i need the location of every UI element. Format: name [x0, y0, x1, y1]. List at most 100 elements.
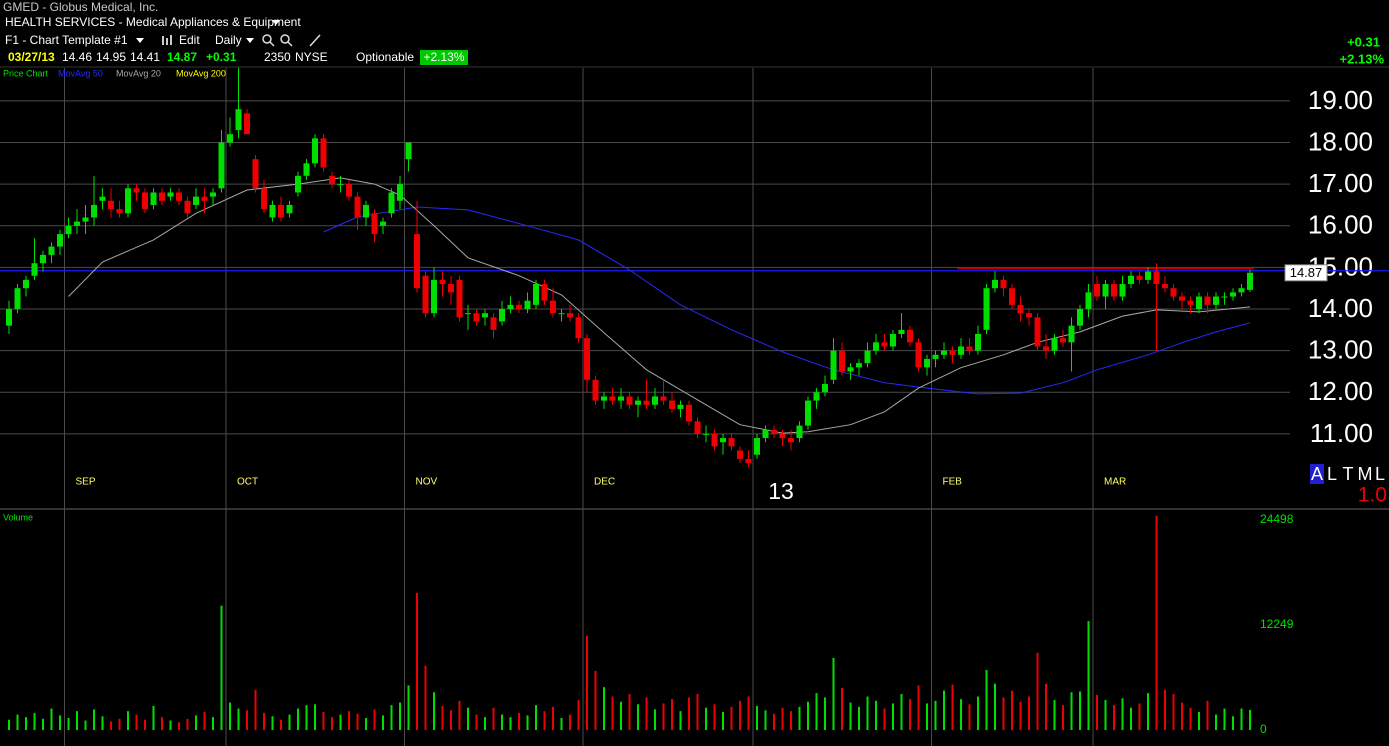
volume-bar: [1189, 707, 1192, 730]
candle-body: [201, 196, 208, 201]
zoom-in[interactable]: [262, 34, 275, 47]
volume-bar: [50, 708, 53, 730]
candle-body: [1094, 284, 1100, 297]
candle-body: [40, 254, 46, 264]
candle-body: [847, 367, 854, 372]
candle-body: [448, 284, 454, 293]
candle-body: [966, 346, 973, 351]
candle-body: [915, 342, 922, 368]
zoom-out[interactable]: [280, 34, 293, 47]
volume-bar: [1036, 652, 1039, 730]
candle-body: [108, 200, 114, 210]
candle-body: [1017, 304, 1024, 314]
y-tick-label: 13.00: [1308, 335, 1373, 365]
volume-bar: [1155, 515, 1158, 730]
candle-body: [703, 433, 709, 435]
candle-body: [898, 329, 905, 334]
mode-highlight: [1310, 464, 1324, 484]
volume-bar: [764, 710, 767, 730]
volume-bar: [1087, 621, 1090, 730]
candle-body: [312, 138, 318, 164]
candle-body: [1085, 292, 1092, 310]
candle-body: [635, 400, 641, 405]
volume-bar: [263, 712, 265, 730]
candle-body: [159, 192, 165, 201]
candle-body: [278, 204, 284, 218]
mode[interactable]: T: [1343, 464, 1354, 484]
bar-icon[interactable]: [162, 35, 172, 45]
candle-body: [133, 188, 140, 193]
volume-bar: [1070, 692, 1073, 730]
volume-bar: [671, 699, 673, 730]
dropdown-arrow[interactable]: [272, 20, 280, 25]
volume-bar: [790, 711, 792, 730]
change-right: +0.31: [1347, 34, 1380, 49]
candle-body: [210, 192, 216, 197]
draw-tool[interactable]: [309, 34, 321, 47]
volume-bar: [1002, 697, 1005, 730]
candle-body: [227, 134, 233, 143]
candle-body: [261, 188, 267, 210]
last-price-box: [1284, 264, 1328, 282]
volume-bar: [603, 687, 605, 730]
period[interactable]: Daily: [215, 33, 242, 47]
volume-bar: [382, 715, 384, 730]
volume-bar: [25, 717, 27, 730]
volume-bar: [1164, 689, 1166, 730]
volume-bar: [59, 715, 61, 730]
candle-body: [269, 204, 276, 218]
mode[interactable]: M: [1358, 464, 1373, 484]
candle-body: [856, 363, 862, 368]
volume-bar: [416, 592, 418, 730]
candle-body: [830, 350, 837, 380]
sector[interactable]: HEALTH SERVICES - Medical Appliances & E…: [5, 15, 301, 29]
mode[interactable]: A: [1311, 464, 1323, 484]
quote-open: 14.46: [62, 50, 92, 64]
exchange: NYSE: [295, 50, 328, 64]
volume-bar: [883, 708, 886, 730]
candle-body: [337, 184, 344, 186]
candle-body: [490, 317, 497, 330]
volume-bar: [569, 714, 571, 730]
volume-bar: [297, 708, 299, 730]
volume-bar: [1028, 696, 1030, 730]
candle-body: [575, 317, 582, 339]
edit-button[interactable]: Edit: [179, 33, 200, 47]
candle-body: [1162, 284, 1168, 289]
candle-body: [839, 350, 845, 372]
volume-bar: [373, 709, 376, 730]
mode[interactable]: L: [1327, 464, 1337, 484]
mode[interactable]: L: [1375, 464, 1385, 484]
x-tick-label: DEC: [594, 477, 615, 488]
legend-price: Price Chart: [3, 68, 49, 78]
volume-bar: [866, 696, 869, 730]
volume-bar: [475, 714, 478, 730]
volume-bar: [518, 712, 520, 730]
candle-body: [431, 279, 437, 314]
candle-body: [873, 342, 879, 351]
x-tick-label: FEB: [943, 477, 963, 488]
candle-body: [626, 396, 633, 405]
template[interactable]: F1 - Chart Template #1: [5, 33, 128, 47]
candle-body: [125, 188, 131, 214]
volume-bar: [1240, 708, 1243, 730]
candle-body: [1034, 317, 1041, 347]
candle-body: [388, 192, 395, 214]
legend-entry: MovAvg 200: [176, 68, 226, 78]
volume-bar: [943, 690, 945, 730]
volume-bar: [118, 718, 121, 730]
candle-body: [252, 159, 259, 189]
candle-body: [82, 217, 89, 222]
candle-body: [499, 309, 505, 322]
volume-bar: [875, 700, 877, 730]
candle-body: [550, 300, 556, 314]
candle-body: [711, 433, 718, 447]
dropdown-arrow[interactable]: [136, 38, 144, 43]
volume-bar: [985, 669, 988, 730]
candle-body: [1238, 288, 1245, 293]
volume-bar: [84, 720, 87, 730]
volume-bar: [730, 706, 733, 730]
y-tick-label: 14.00: [1308, 293, 1373, 323]
candle-body: [1145, 271, 1151, 280]
dropdown-arrow[interactable]: [246, 38, 254, 43]
